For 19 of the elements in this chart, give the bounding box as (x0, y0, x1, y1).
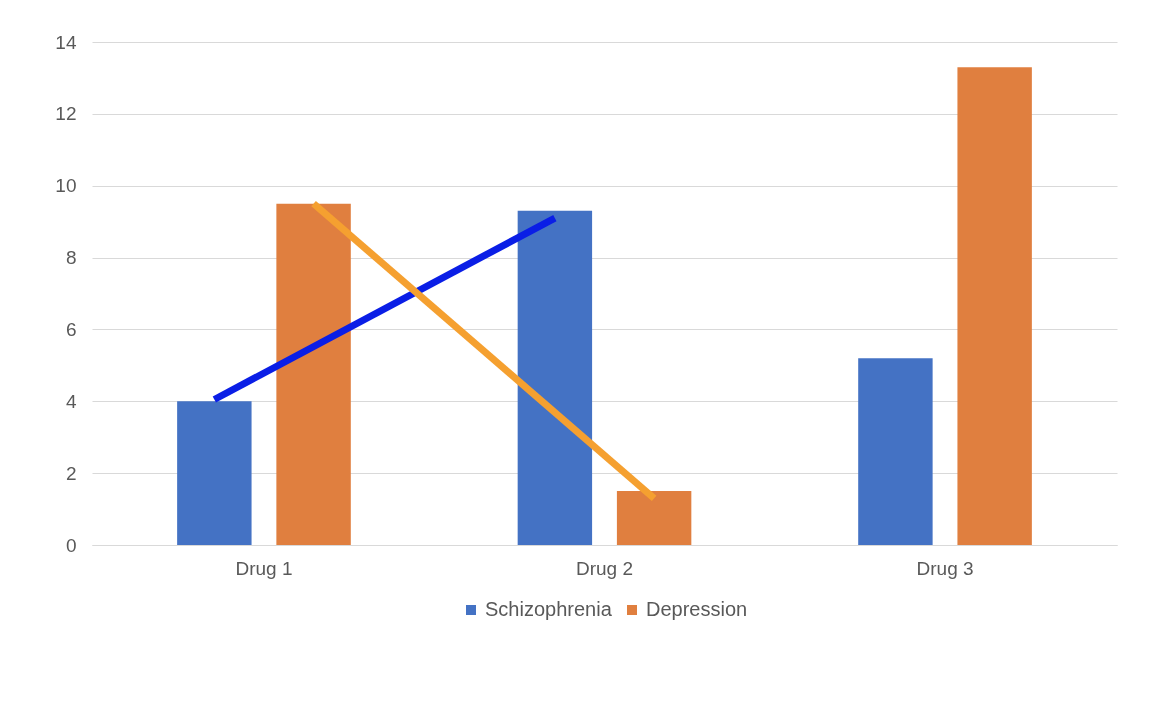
y-tick-label: 6 (65, 318, 77, 340)
y-tick-label: 10 (55, 175, 77, 197)
bar (616, 491, 692, 545)
bar (957, 67, 1032, 545)
y-tick-label: 8 (65, 247, 77, 269)
y-tick-label: 14 (55, 31, 77, 53)
legend-label: Schizophrenia (485, 598, 613, 620)
y-tick-label: 4 (65, 390, 77, 412)
y-tick-label: 12 (55, 103, 77, 125)
x-tick-label: Drug 2 (575, 557, 634, 579)
y-tick-label: 2 (65, 462, 77, 484)
y-tick-label: 0 (65, 534, 77, 556)
bar (177, 401, 252, 545)
x-tick-label: Drug 1 (235, 557, 293, 579)
legend-label: Depression (646, 598, 748, 620)
bar (517, 210, 593, 545)
bar (858, 358, 933, 545)
x-tick-label: Drug 3 (916, 557, 974, 579)
bar (276, 203, 351, 545)
